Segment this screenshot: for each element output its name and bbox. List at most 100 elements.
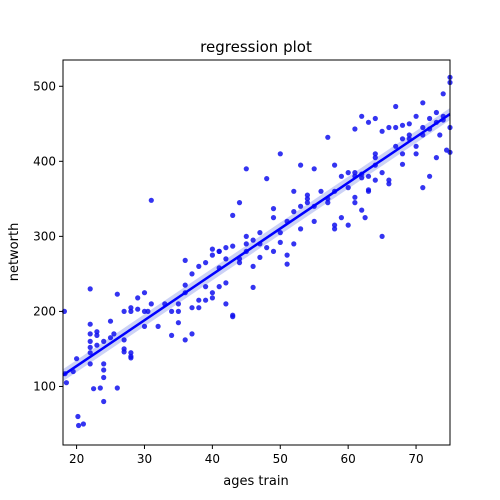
data-point (304, 196, 310, 202)
data-point (250, 237, 256, 243)
data-point (169, 308, 175, 314)
data-point (74, 356, 80, 362)
data-point (393, 143, 399, 149)
data-point (230, 243, 236, 249)
data-point (121, 349, 127, 355)
data-point (379, 170, 385, 176)
data-point (169, 332, 175, 338)
data-point (111, 331, 117, 337)
data-point (298, 203, 304, 209)
data-point (437, 132, 443, 138)
data-point (345, 170, 351, 176)
data-point (175, 320, 181, 326)
data-point (257, 230, 263, 236)
data-point (365, 119, 372, 125)
data-point (284, 261, 290, 267)
data-point (264, 245, 270, 251)
data-point (203, 260, 209, 266)
data-point (311, 166, 317, 172)
data-point (189, 305, 195, 311)
data-point (345, 222, 351, 228)
data-point (63, 380, 69, 386)
data-point (440, 91, 446, 97)
data-point (359, 113, 365, 119)
data-point (128, 353, 134, 359)
data-point (87, 321, 93, 327)
data-point (101, 374, 107, 381)
plot-area (61, 74, 453, 429)
data-point (304, 200, 310, 206)
x-tick-label: 40 (205, 452, 220, 466)
data-point (135, 306, 141, 312)
data-point (257, 254, 263, 260)
data-point (338, 173, 344, 179)
data-point (182, 257, 188, 263)
data-point (433, 109, 439, 116)
data-point (359, 175, 365, 181)
data-point (270, 206, 277, 212)
x-tick-label: 20 (69, 452, 84, 466)
data-point (135, 295, 141, 301)
data-point (148, 197, 154, 203)
data-point (399, 122, 406, 128)
data-point (291, 188, 297, 194)
data-point (209, 246, 215, 252)
data-point (141, 290, 148, 296)
data-point (420, 124, 426, 131)
data-point (216, 284, 222, 290)
data-point (141, 323, 148, 329)
data-point (243, 166, 249, 172)
data-point (94, 329, 100, 335)
data-point (236, 260, 243, 266)
data-point (209, 252, 215, 258)
data-point (420, 100, 426, 106)
data-point (270, 215, 277, 221)
data-point (433, 155, 439, 161)
data-point (107, 335, 114, 341)
data-point (304, 192, 310, 198)
data-point (107, 318, 114, 324)
data-point (223, 245, 229, 251)
data-point (250, 263, 256, 269)
data-point (182, 282, 188, 288)
regression-line (62, 112, 451, 377)
data-point (399, 136, 406, 142)
plot-frame (62, 59, 451, 446)
data-point (223, 256, 229, 262)
data-point (338, 215, 344, 221)
y-tick-label: 400 (33, 154, 56, 168)
data-point (223, 280, 229, 286)
data-point (399, 151, 406, 157)
data-point (80, 421, 86, 427)
data-point (413, 143, 419, 149)
data-point (362, 215, 368, 221)
x-tick-label: 30 (137, 452, 152, 466)
data-point (243, 233, 249, 239)
data-point (332, 162, 338, 168)
data-point (101, 367, 107, 373)
y-tick-label: 300 (33, 229, 56, 243)
data-point (230, 212, 236, 218)
data-point (332, 226, 338, 232)
x-axis-label: ages train (223, 474, 288, 489)
data-point (277, 151, 283, 157)
data-point (277, 230, 283, 236)
data-point (94, 332, 100, 338)
data-point (101, 398, 107, 405)
data-point (91, 386, 97, 392)
data-point (121, 337, 127, 343)
data-point (97, 385, 103, 391)
data-point (372, 177, 378, 183)
data-point (413, 151, 419, 157)
data-point (284, 252, 290, 258)
data-point (76, 422, 82, 429)
data-point (196, 305, 202, 311)
data-point (128, 350, 134, 356)
data-point (87, 350, 93, 356)
data-point (379, 128, 385, 134)
data-point (291, 241, 297, 247)
data-point (386, 124, 392, 131)
data-point (114, 291, 120, 297)
data-point (101, 361, 107, 367)
